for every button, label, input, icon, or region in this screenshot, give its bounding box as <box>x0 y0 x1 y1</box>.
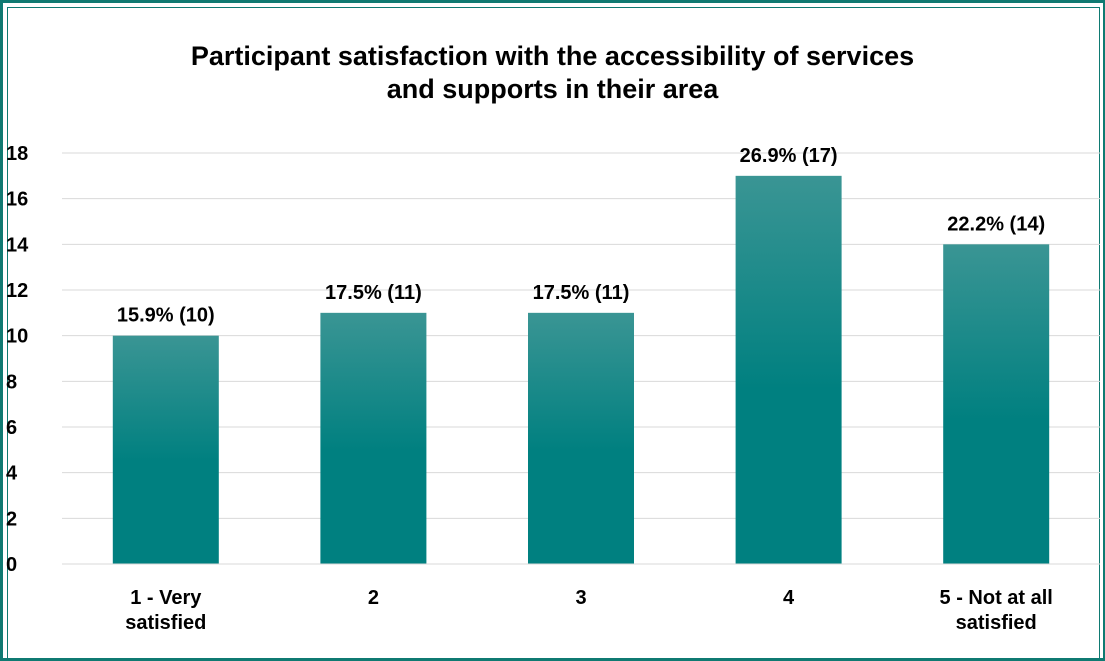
y-tick-label: 12 <box>6 280 28 302</box>
bar <box>943 244 1050 565</box>
chart-title-line-2: and supports in their area <box>386 74 719 104</box>
y-tick-label: 10 <box>6 326 28 348</box>
y-tick-label: 16 <box>6 189 28 211</box>
data-label: 15.9% (10) <box>117 305 215 327</box>
x-tick-label: 4 <box>783 587 795 609</box>
chart-title: Participant satisfaction with the access… <box>0 40 1105 106</box>
y-tick-label: 14 <box>6 234 29 256</box>
x-tick-label: 3 <box>575 587 586 609</box>
y-tick-label: 18 <box>6 143 28 165</box>
chart-title-line-1: Participant satisfaction with the access… <box>190 41 915 71</box>
data-labels: 15.9% (10) 17.5% (11) 17.5% (11) 26.9% (17)… <box>117 145 1045 327</box>
data-label: 17.5% (11) <box>325 282 422 304</box>
x-tick-label: 1 - Very <box>130 587 202 609</box>
y-axis: 0 2 4 6 8 10 12 14 16 18 <box>6 143 29 576</box>
data-label: 22.2% (14) <box>947 213 1045 235</box>
bar <box>112 335 219 564</box>
bars <box>112 175 1050 565</box>
data-label: 17.5% (11) <box>533 282 630 304</box>
chart-inner-border <box>7 7 1100 658</box>
y-tick-label: 0 <box>6 554 17 576</box>
x-tick-label: 5 - Not at all <box>940 587 1053 609</box>
data-label: 26.9% (17) <box>740 145 838 167</box>
y-tick-label: 4 <box>6 463 18 485</box>
x-tick-label: satisfied <box>125 612 206 634</box>
bar <box>735 175 842 565</box>
bar <box>320 312 427 564</box>
y-tick-label: 2 <box>6 508 17 530</box>
x-axis: 1 - Very satisfied 2 3 4 5 - Not at all satisf… <box>62 563 1100 634</box>
x-tick-label: satisfied <box>956 612 1037 634</box>
y-tick-label: 6 <box>6 417 17 439</box>
bar <box>528 312 634 564</box>
x-tick-label: 2 <box>368 587 379 609</box>
y-tick-label: 8 <box>6 371 17 393</box>
